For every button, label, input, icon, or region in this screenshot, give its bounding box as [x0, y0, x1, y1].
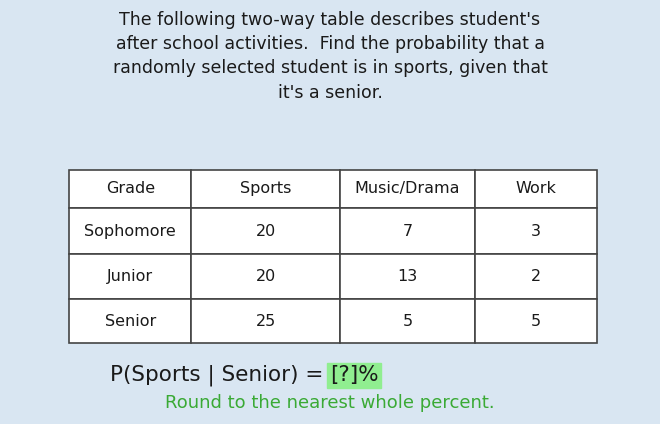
Bar [340, 254, 475, 299]
Text: Junior: Junior [108, 269, 153, 284]
Bar [191, 254, 340, 299]
Text: Senior: Senior [105, 314, 156, 329]
Bar [475, 254, 597, 299]
Bar [475, 299, 597, 343]
Bar [340, 170, 475, 208]
Text: 5: 5 [531, 314, 541, 329]
Text: Work: Work [516, 181, 556, 196]
Bar [340, 299, 475, 343]
Bar [475, 208, 597, 254]
Bar [69, 254, 191, 299]
Bar [191, 208, 340, 254]
Text: 20: 20 [255, 269, 276, 284]
Bar [191, 170, 340, 208]
Text: P(Sports | Senior) =: P(Sports | Senior) = [110, 365, 330, 386]
Text: Music/Drama: Music/Drama [355, 181, 460, 196]
Text: 7: 7 [403, 223, 412, 239]
Text: 2: 2 [531, 269, 541, 284]
Text: Round to the nearest whole percent.: Round to the nearest whole percent. [165, 394, 495, 412]
Bar [340, 208, 475, 254]
Text: 3: 3 [531, 223, 541, 239]
Bar [191, 299, 340, 343]
Text: Grade: Grade [106, 181, 155, 196]
Bar [475, 170, 597, 208]
Bar [69, 170, 191, 208]
Text: [?]%: [?]% [330, 365, 379, 385]
Bar [69, 208, 191, 254]
Text: The following two-way table describes student's
after school activities.  Find t: The following two-way table describes st… [113, 11, 547, 101]
Text: 20: 20 [255, 223, 276, 239]
Bar [69, 299, 191, 343]
Text: Sports: Sports [240, 181, 291, 196]
Text: 25: 25 [255, 314, 276, 329]
Text: 13: 13 [397, 269, 418, 284]
Text: 5: 5 [403, 314, 412, 329]
Text: Sophomore: Sophomore [84, 223, 176, 239]
